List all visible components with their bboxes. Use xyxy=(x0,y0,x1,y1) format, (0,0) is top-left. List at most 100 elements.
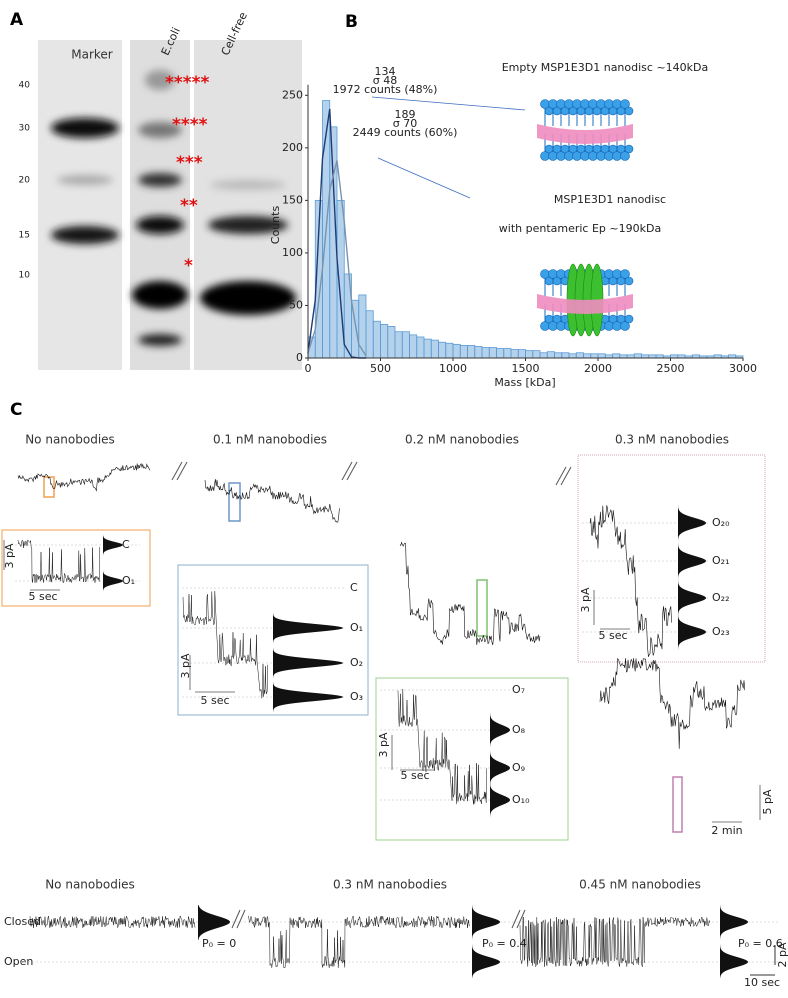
bar xyxy=(546,351,555,359)
star: ***** xyxy=(165,73,210,93)
level-label: O₁ xyxy=(350,621,363,634)
po-label: P₀ = 0 xyxy=(202,937,236,950)
x-tick-label: 1000 xyxy=(439,362,467,375)
condition-title: 0.3 nM nanobodies xyxy=(615,433,729,447)
bar xyxy=(583,353,592,359)
condition-title: 0.3 nM nanobodies xyxy=(333,878,447,892)
bar xyxy=(612,353,621,359)
level-label: O₂₁ xyxy=(712,554,729,567)
state-label: Open xyxy=(4,955,33,968)
bar xyxy=(488,347,497,359)
level-label: O₈ xyxy=(512,723,526,736)
amplitude-histogram xyxy=(472,905,500,978)
scale-label: 2 pA xyxy=(776,942,788,967)
lipid-head xyxy=(620,151,630,161)
belt xyxy=(537,124,633,144)
bar xyxy=(416,336,425,359)
bar xyxy=(409,334,418,359)
star: **** xyxy=(172,115,208,135)
gel xyxy=(38,40,302,370)
lipid-head xyxy=(620,269,630,279)
bar xyxy=(423,338,432,359)
bar xyxy=(525,350,534,359)
bar xyxy=(590,353,599,359)
callout: MSP1E3D1 nanodisc xyxy=(554,193,666,206)
bar xyxy=(510,349,519,359)
current-trace xyxy=(29,915,196,929)
current-trace xyxy=(399,541,541,645)
bar xyxy=(561,352,570,359)
bar xyxy=(532,350,541,359)
current-trace xyxy=(589,505,672,657)
bar xyxy=(452,343,461,359)
current-trace xyxy=(519,916,711,967)
annotation: 134 xyxy=(375,65,396,78)
bar xyxy=(539,352,548,359)
bar xyxy=(430,339,439,359)
current-trace xyxy=(17,463,151,492)
bar xyxy=(467,344,476,359)
belt xyxy=(537,294,633,314)
level-label: O₇ xyxy=(512,683,525,696)
y-tick-label: 100 xyxy=(282,246,303,259)
x-axis-label: Mass [kDa] xyxy=(494,376,555,389)
bar xyxy=(633,353,642,359)
current-trace xyxy=(397,688,488,805)
panel-label: A xyxy=(10,10,24,30)
bar xyxy=(372,320,381,359)
bar xyxy=(365,310,374,359)
callout: with pentameric Ep ~190kDa xyxy=(499,222,661,235)
amplitude-histogram xyxy=(103,533,123,600)
panel-label: C xyxy=(10,400,22,420)
po-label: P₀ = 0.6 xyxy=(738,937,783,950)
condition-title: 0.45 nM nanobodies xyxy=(579,878,701,892)
y-axis-label: Counts xyxy=(269,206,282,245)
bar xyxy=(575,352,584,359)
scale-label: 3 pA xyxy=(179,653,192,678)
level-label: O₂₀ xyxy=(712,516,730,529)
inset-frames xyxy=(1,454,766,841)
amplitude-histogram xyxy=(273,572,343,712)
annotation: 2449 counts (60%) xyxy=(353,126,458,139)
lipid-head xyxy=(624,314,634,324)
condition-title: 0.2 nM nanobodies xyxy=(405,433,519,447)
bar xyxy=(380,323,389,359)
scale-label: 3 pA xyxy=(579,587,592,612)
traces xyxy=(3,460,780,978)
level-label: O₂₃ xyxy=(712,625,729,638)
break-marks xyxy=(171,461,572,929)
x-tick-label: 500 xyxy=(370,362,391,375)
lane-label: Marker xyxy=(71,48,113,62)
y-tick-label: 50 xyxy=(289,298,303,311)
lipid-head xyxy=(624,144,634,154)
bar xyxy=(459,344,468,359)
bar xyxy=(445,342,454,359)
bar xyxy=(597,353,606,359)
x-tick-label: 1500 xyxy=(512,362,540,375)
x-tick-label: 2000 xyxy=(584,362,612,375)
nanodisc-icons xyxy=(537,99,634,337)
leader-line xyxy=(377,157,471,199)
current-trace xyxy=(599,657,746,749)
star: *** xyxy=(176,153,203,173)
marker-label: 15 xyxy=(19,231,30,241)
scale-label: 2 min xyxy=(711,824,742,837)
x-tick-label: 2500 xyxy=(657,362,685,375)
bar xyxy=(517,349,526,359)
star: * xyxy=(184,256,193,276)
level-label: C xyxy=(122,538,130,551)
marker-label: 10 xyxy=(19,271,31,281)
bar xyxy=(496,348,505,359)
marker-label: 20 xyxy=(19,176,31,186)
scale-label: 5 sec xyxy=(28,590,57,603)
histogram: 0 500 1000 1500 2000 2500 3000 0 50 100 150 200 250 xyxy=(282,84,757,375)
star: ** xyxy=(180,196,198,216)
bar xyxy=(474,346,483,359)
lipid-head xyxy=(620,99,630,109)
bar xyxy=(394,331,403,359)
bar xyxy=(401,331,410,359)
level-label: O₉ xyxy=(512,761,525,774)
annotation: 189 xyxy=(395,108,416,121)
current-trace xyxy=(182,590,269,699)
leader-line xyxy=(371,96,526,111)
